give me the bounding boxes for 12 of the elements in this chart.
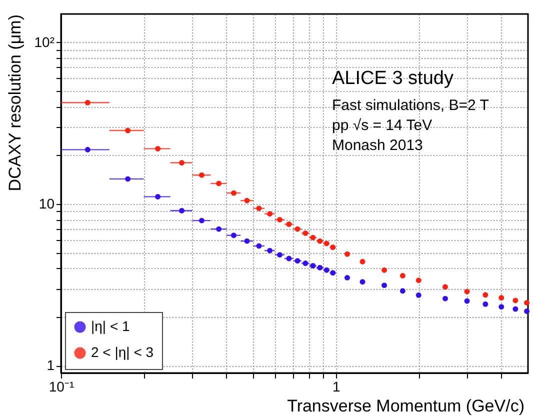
y-tick-label: 10²: [34, 34, 55, 50]
annotation: pp √s = 14 TeV: [332, 117, 432, 134]
y-axis-title: DCAXY resolution (μm): [5, 14, 24, 192]
legend-label: |η| < 1: [91, 318, 130, 334]
y-tick-label: 1: [46, 357, 55, 374]
x-axis-title: Transverse Momentum (GeV/c): [287, 396, 524, 416]
annotation: Monash 2013: [332, 137, 423, 154]
x-tick-label: 10⁻¹: [48, 378, 74, 394]
annotation: Fast simulations, B=2 T: [332, 97, 489, 114]
legend-label: 2 < |η| < 3: [91, 344, 154, 360]
annotation: ALICE 3 study: [332, 68, 454, 89]
y-tick-label: 10: [38, 196, 55, 212]
